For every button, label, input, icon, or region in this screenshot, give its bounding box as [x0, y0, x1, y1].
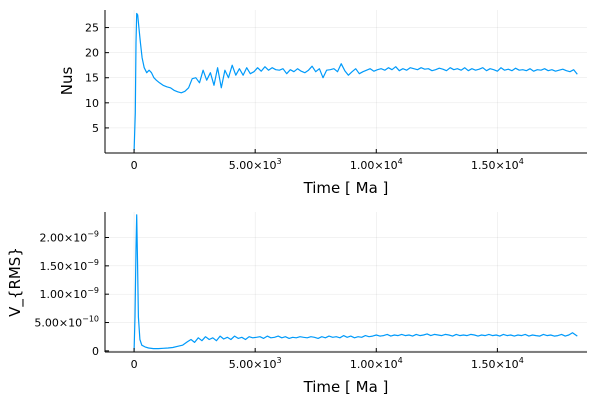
nus-series-line — [133, 12, 578, 151]
nus-y-axis-label: Nus — [58, 67, 76, 96]
vrms-x-axis-label: Time [ Ma ] — [303, 378, 389, 396]
vrms-x-tick-label: 5.00×103 — [229, 356, 282, 371]
nus-y-tick-label: 25 — [85, 22, 99, 35]
nus-x-tick-label: 5.00×103 — [229, 157, 282, 172]
vrms-y-tick-label: 1.00×10−9 — [39, 286, 99, 301]
vrms-y-tick-label: 0 — [92, 345, 99, 358]
nus-panel: 0 5.00×103 1.00×104 1.50×104 5 10 15 20 25 Time … — [58, 10, 587, 197]
vrms-x-tick-label: 0 — [131, 358, 138, 371]
vrms-y-tick-label: 1.50×10−9 — [39, 258, 99, 273]
nus-y-tick-label: 15 — [85, 72, 99, 85]
nus-y-tick-label: 20 — [85, 47, 99, 60]
vrms-series-line — [133, 214, 578, 351]
vrms-y-axis-label: V_{RMS} — [6, 247, 25, 317]
vrms-x-tick-label: 1.00×104 — [350, 356, 403, 371]
vrms-y-tick-label: 5.00×10−10 — [34, 315, 99, 330]
nus-x-tick-label: 1.50×104 — [471, 157, 524, 172]
nus-x-tick-label: 1.00×104 — [350, 157, 403, 172]
vrms-x-tick-label: 1.50×104 — [471, 356, 524, 371]
vrms-panel: 0 5.00×103 1.00×104 1.50×104 0 5.00×10−10 1.00… — [6, 212, 587, 396]
nus-x-tick-label: 0 — [131, 159, 138, 172]
nus-y-tick-label: 5 — [92, 122, 99, 135]
vrms-y-tick-label: 2.00×10−9 — [39, 230, 99, 245]
nus-y-tick-label: 10 — [85, 97, 99, 110]
nus-x-axis-label: Time [ Ma ] — [303, 179, 389, 197]
